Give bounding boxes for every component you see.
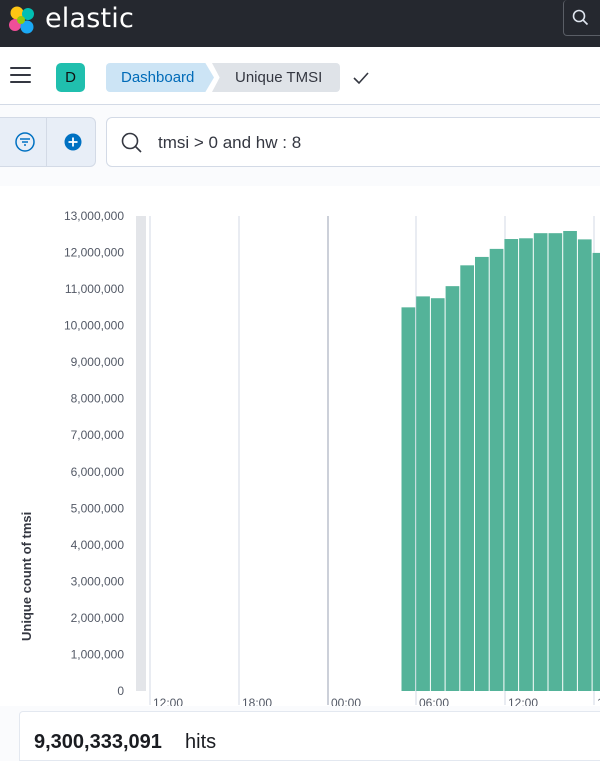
y-tick-label: 13,000,000 [64, 209, 124, 223]
x-tick-label: 1 [597, 696, 600, 706]
chart-bar[interactable] [577, 239, 592, 691]
brand-name: elastic [45, 3, 135, 34]
menu-icon[interactable] [10, 67, 31, 84]
x-tick-label: 18:00 [242, 696, 272, 706]
elastic-logo-icon[interactable] [6, 5, 38, 37]
query-text: tmsi > 0 and hw : 8 [158, 133, 302, 152]
chart-bar[interactable] [592, 252, 600, 691]
y-tick-label: 2,000,000 [71, 611, 125, 625]
breadcrumb-current: Unique TMSI [212, 63, 340, 92]
filter-icon [15, 132, 35, 152]
checkmark-icon[interactable] [352, 70, 370, 86]
chart-bar[interactable] [489, 248, 504, 691]
chart-panel: Unique count of tmsi 0 1,000,000 2,000,000… [0, 186, 600, 706]
chart-bar[interactable] [548, 233, 563, 691]
filter-menu-button[interactable] [1, 118, 47, 166]
chart-bar[interactable] [475, 256, 489, 691]
chart-bar[interactable] [519, 238, 533, 691]
chart-bar[interactable] [504, 239, 519, 691]
search-icon [121, 132, 142, 153]
x-tick-label: 12:00 [508, 696, 538, 706]
chart-bar[interactable] [533, 233, 548, 691]
y-tick-label: 10,000,000 [64, 319, 124, 333]
y-axis-label: Unique count of tmsi [19, 512, 34, 641]
y-tick-label: 5,000,000 [71, 501, 125, 515]
search-icon [572, 9, 589, 26]
chart-bar[interactable] [430, 298, 445, 691]
chart-bar[interactable] [460, 265, 474, 691]
add-filter-button[interactable] [48, 118, 96, 166]
plus-circle-icon [64, 133, 82, 151]
breadcrumb-bar: D Dashboard Unique TMSI [0, 47, 600, 105]
y-tick-label: 7,000,000 [71, 428, 125, 442]
chart-bar[interactable] [401, 307, 416, 691]
chart-bar[interactable] [563, 230, 577, 691]
y-tick-label: 0 [117, 684, 124, 698]
query-bar: tmsi > 0 and hw : 8 [0, 106, 600, 182]
top-header: elastic [0, 0, 600, 47]
y-tick-label: 6,000,000 [71, 465, 125, 479]
hits-count: 9,300,333,091 [34, 731, 162, 753]
chart-bar[interactable] [445, 286, 460, 691]
query-input[interactable]: tmsi > 0 and hw : 8 [106, 117, 600, 167]
y-tick-label: 11,000,000 [65, 282, 124, 296]
y-tick-label: 4,000,000 [71, 538, 125, 552]
y-tick-label: 1,000,000 [71, 647, 125, 661]
filter-controls [0, 117, 96, 167]
y-tick-label: 3,000,000 [71, 574, 125, 588]
hits-label: hits [185, 731, 217, 753]
hits-summary: 9,300,333,091 hits [19, 711, 600, 761]
y-tick-label: 9,000,000 [71, 355, 125, 369]
breadcrumb-dashboard[interactable]: Dashboard [106, 63, 214, 92]
x-tick-label: 12:00 [153, 696, 183, 706]
chart-bar[interactable] [416, 296, 430, 691]
x-tick-label: 06:00 [419, 696, 449, 706]
y-tick-label: 12,000,000 [64, 246, 124, 260]
global-search-button[interactable] [563, 0, 600, 36]
unique-tmsi-bar-chart: Unique count of tmsi 0 1,000,000 2,000,000… [19, 209, 600, 706]
chart-left-band [136, 216, 146, 691]
y-tick-label: 8,000,000 [71, 392, 125, 406]
space-avatar[interactable]: D [56, 63, 85, 92]
x-tick-label: 00:00 [331, 696, 361, 706]
